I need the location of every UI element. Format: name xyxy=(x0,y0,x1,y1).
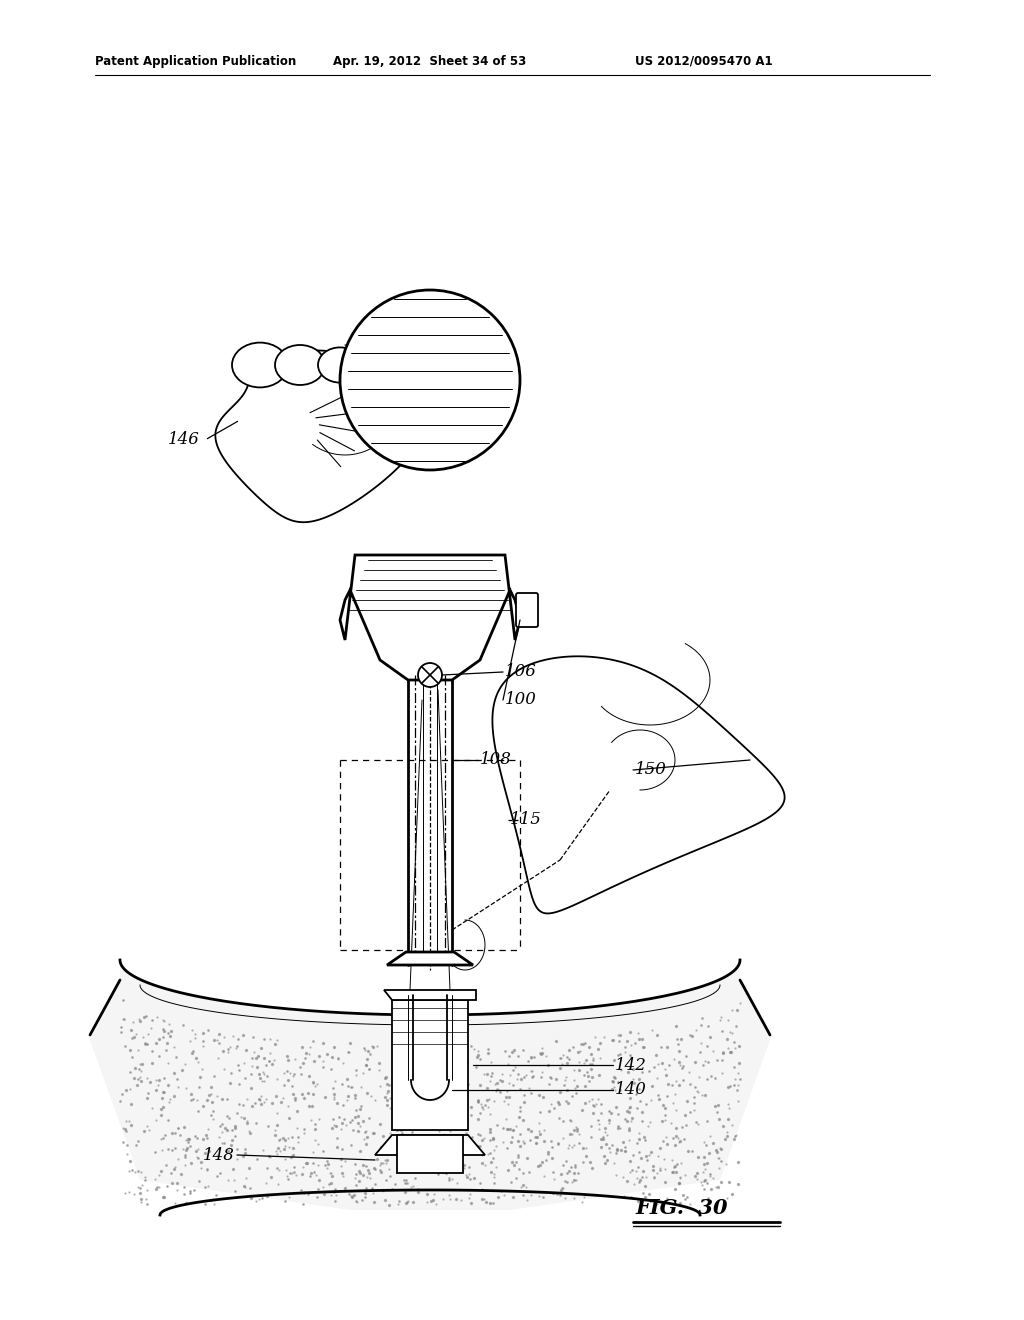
Ellipse shape xyxy=(275,345,325,385)
Circle shape xyxy=(418,663,442,686)
Polygon shape xyxy=(387,952,473,965)
Text: Patent Application Publication: Patent Application Publication xyxy=(95,55,296,69)
Polygon shape xyxy=(90,960,770,1210)
Text: 146: 146 xyxy=(168,432,200,449)
Text: FIG.  30: FIG. 30 xyxy=(635,1199,727,1218)
Polygon shape xyxy=(493,656,784,913)
Text: 100: 100 xyxy=(505,692,537,709)
Polygon shape xyxy=(397,1135,463,1173)
Polygon shape xyxy=(340,554,520,680)
Text: US 2012/0095470 A1: US 2012/0095470 A1 xyxy=(635,55,773,69)
Polygon shape xyxy=(375,1135,485,1155)
Text: 115: 115 xyxy=(510,812,542,829)
Text: 140: 140 xyxy=(615,1081,647,1098)
Polygon shape xyxy=(408,680,452,965)
Circle shape xyxy=(340,290,520,470)
Text: 108: 108 xyxy=(480,751,512,768)
Ellipse shape xyxy=(318,347,362,383)
Text: 142: 142 xyxy=(615,1056,647,1073)
Polygon shape xyxy=(384,990,476,1001)
Text: 106: 106 xyxy=(505,664,537,681)
Text: 150: 150 xyxy=(635,762,667,779)
FancyBboxPatch shape xyxy=(516,593,538,627)
Text: 148: 148 xyxy=(203,1147,234,1163)
Text: Apr. 19, 2012  Sheet 34 of 53: Apr. 19, 2012 Sheet 34 of 53 xyxy=(334,55,526,69)
Polygon shape xyxy=(215,350,430,523)
Polygon shape xyxy=(392,1001,468,1130)
Ellipse shape xyxy=(232,343,288,387)
